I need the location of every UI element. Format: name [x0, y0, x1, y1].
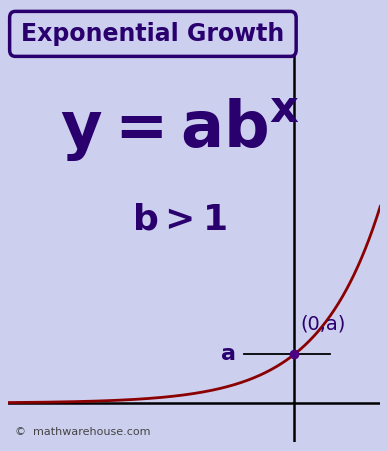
Text: a: a — [220, 345, 236, 364]
Text: Exponential Growth: Exponential Growth — [21, 22, 284, 46]
Text: (0,a): (0,a) — [300, 315, 345, 334]
Text: $\mathbf{y{=}ab^x}$: $\mathbf{y{=}ab^x}$ — [60, 96, 300, 163]
Text: ©  mathwarehouse.com: © mathwarehouse.com — [15, 427, 151, 437]
FancyBboxPatch shape — [10, 11, 296, 56]
Text: $\mathbf{b > 1}$: $\mathbf{b > 1}$ — [132, 202, 227, 236]
